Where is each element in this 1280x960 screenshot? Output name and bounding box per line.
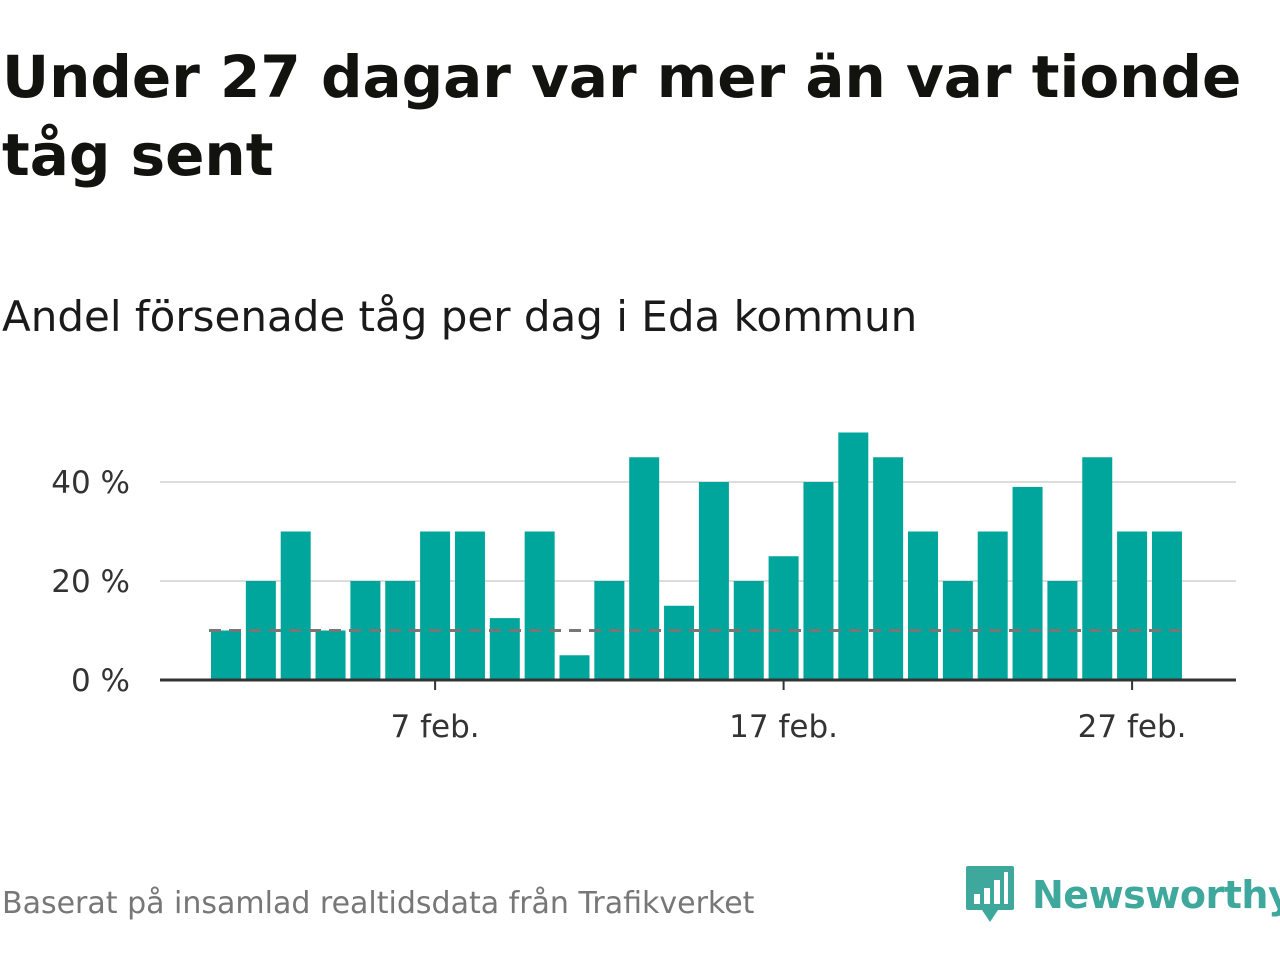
bar (211, 630, 241, 680)
bar (908, 531, 938, 680)
bar (1117, 531, 1148, 680)
y-axis-ticks: 0 % 20 % 40 % (51, 465, 130, 699)
y-tick-label: 0 % (71, 663, 130, 699)
bar (977, 531, 1008, 680)
chart-subtitle: Andel försenade tåg per dag i Eda kommun (2, 292, 918, 341)
x-tick-label: 27 feb. (1078, 709, 1187, 745)
y-tick-label: 40 % (51, 465, 130, 501)
bar (489, 618, 520, 680)
bars (211, 432, 1182, 680)
brand-logo[interactable]: Newsworthy (964, 864, 1280, 926)
x-tick-label: 17 feb. (729, 709, 838, 745)
bar (524, 531, 555, 680)
bar (420, 531, 451, 680)
bar (629, 457, 660, 680)
y-tick-label: 20 % (51, 564, 130, 600)
bar (768, 556, 799, 680)
x-tick-label: 7 feb. (391, 709, 480, 745)
bar (873, 457, 904, 680)
bar (838, 432, 869, 680)
bar (698, 482, 729, 680)
bar (664, 605, 695, 680)
bar (280, 531, 311, 680)
bar (1082, 457, 1113, 680)
bar (559, 655, 590, 680)
brand-name: Newsworthy (1032, 873, 1280, 917)
bar (1151, 531, 1182, 680)
chart-title: Under 27 dagar var mer än var tionde tåg… (2, 43, 1242, 189)
bar-chart: 0 % 20 % 40 % 7 feb. 17 feb. 27 feb. (51, 432, 1236, 745)
bar (803, 482, 834, 680)
gridlines (160, 481, 1236, 582)
bar (315, 630, 346, 680)
x-axis-ticks: 7 feb. 17 feb. 27 feb. (391, 680, 1187, 745)
bar (1012, 486, 1043, 680)
newsworthy-logo-icon (966, 866, 1014, 922)
bar (454, 531, 485, 680)
source-note: Baserat på insamlad realtidsdata från Tr… (2, 886, 755, 921)
